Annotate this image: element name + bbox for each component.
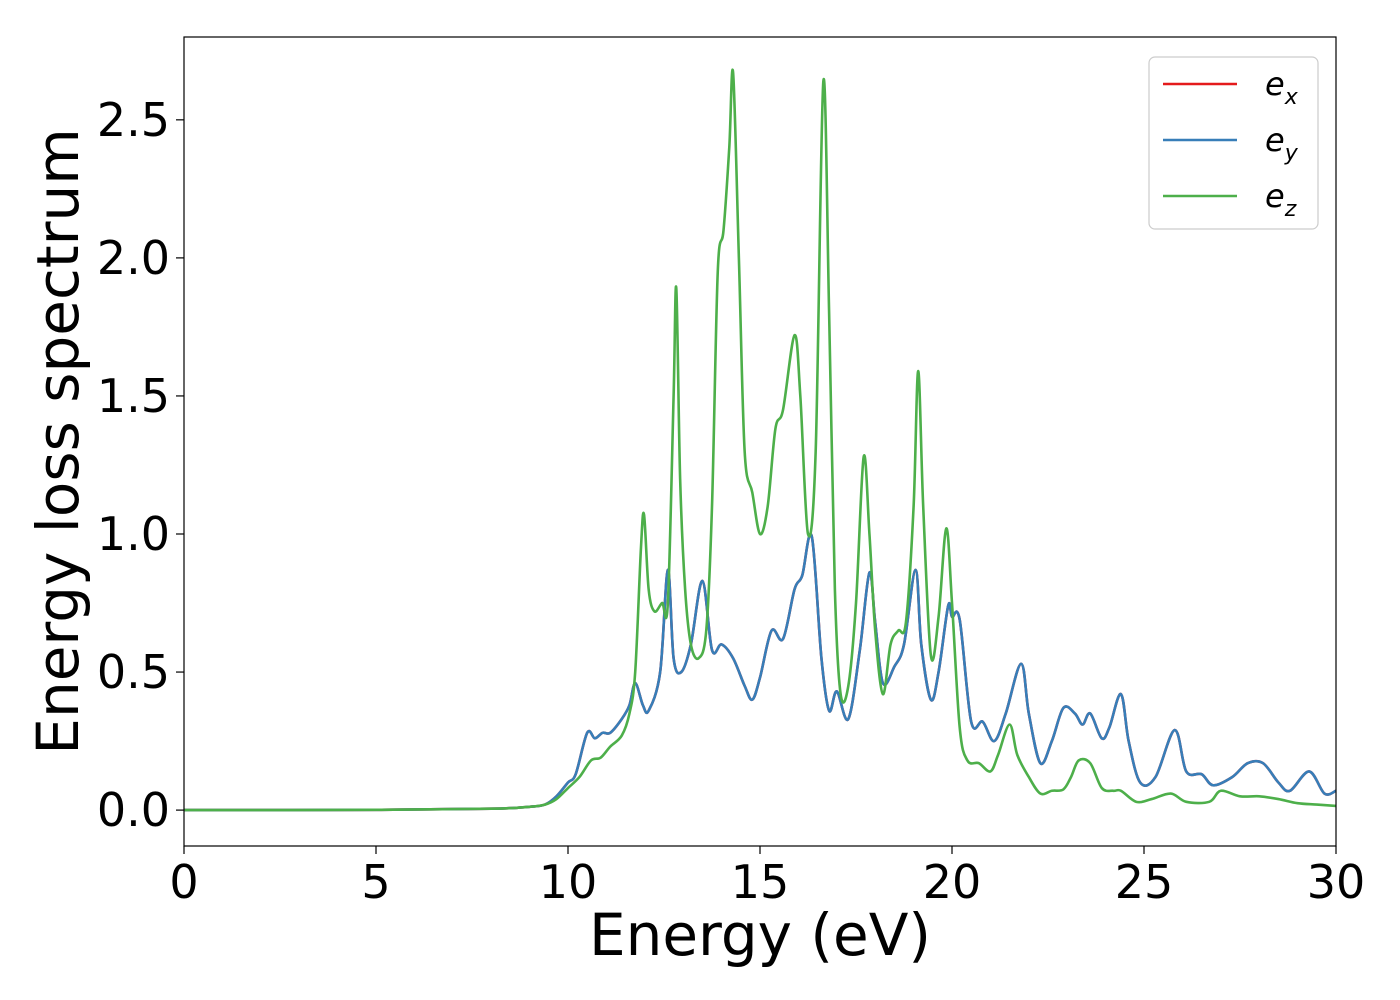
y-axis-ticks: 0.0 0.5 1.0 1.5 2.0 2.5 <box>97 93 184 837</box>
x-tick-label: 30 <box>1307 855 1366 909</box>
y-tick-label: 0.0 <box>97 783 170 837</box>
y-tick-label: 2.0 <box>97 231 170 285</box>
x-tick-label: 5 <box>361 855 390 909</box>
x-tick-label: 0 <box>169 855 198 909</box>
x-axis-ticks: 0 5 10 15 20 25 30 <box>169 846 1365 909</box>
x-tick-label: 25 <box>1115 855 1174 909</box>
x-tick-label: 20 <box>923 855 982 909</box>
y-tick-label: 0.5 <box>97 645 170 699</box>
y-tick-label: 2.5 <box>97 93 170 147</box>
legend-box <box>1148 56 1319 230</box>
legend-label-ez: ez <box>1265 177 1297 222</box>
legend-label-ey: ey <box>1265 121 1299 166</box>
x-tick-label: 10 <box>539 855 598 909</box>
series-line-ey <box>183 532 1337 812</box>
series-layer <box>183 68 1337 812</box>
y-axis-label: Energy loss spectrum <box>24 128 92 754</box>
y-tick-label: 1.0 <box>97 507 170 561</box>
legend-label-ex: ex <box>1265 65 1299 110</box>
x-tick-label: 15 <box>731 855 790 909</box>
y-tick-label: 1.5 <box>97 369 170 423</box>
series-line-ez <box>183 68 1337 812</box>
legend: ex ey ez <box>1148 56 1319 230</box>
x-axis-label: Energy (eV) <box>589 901 931 969</box>
